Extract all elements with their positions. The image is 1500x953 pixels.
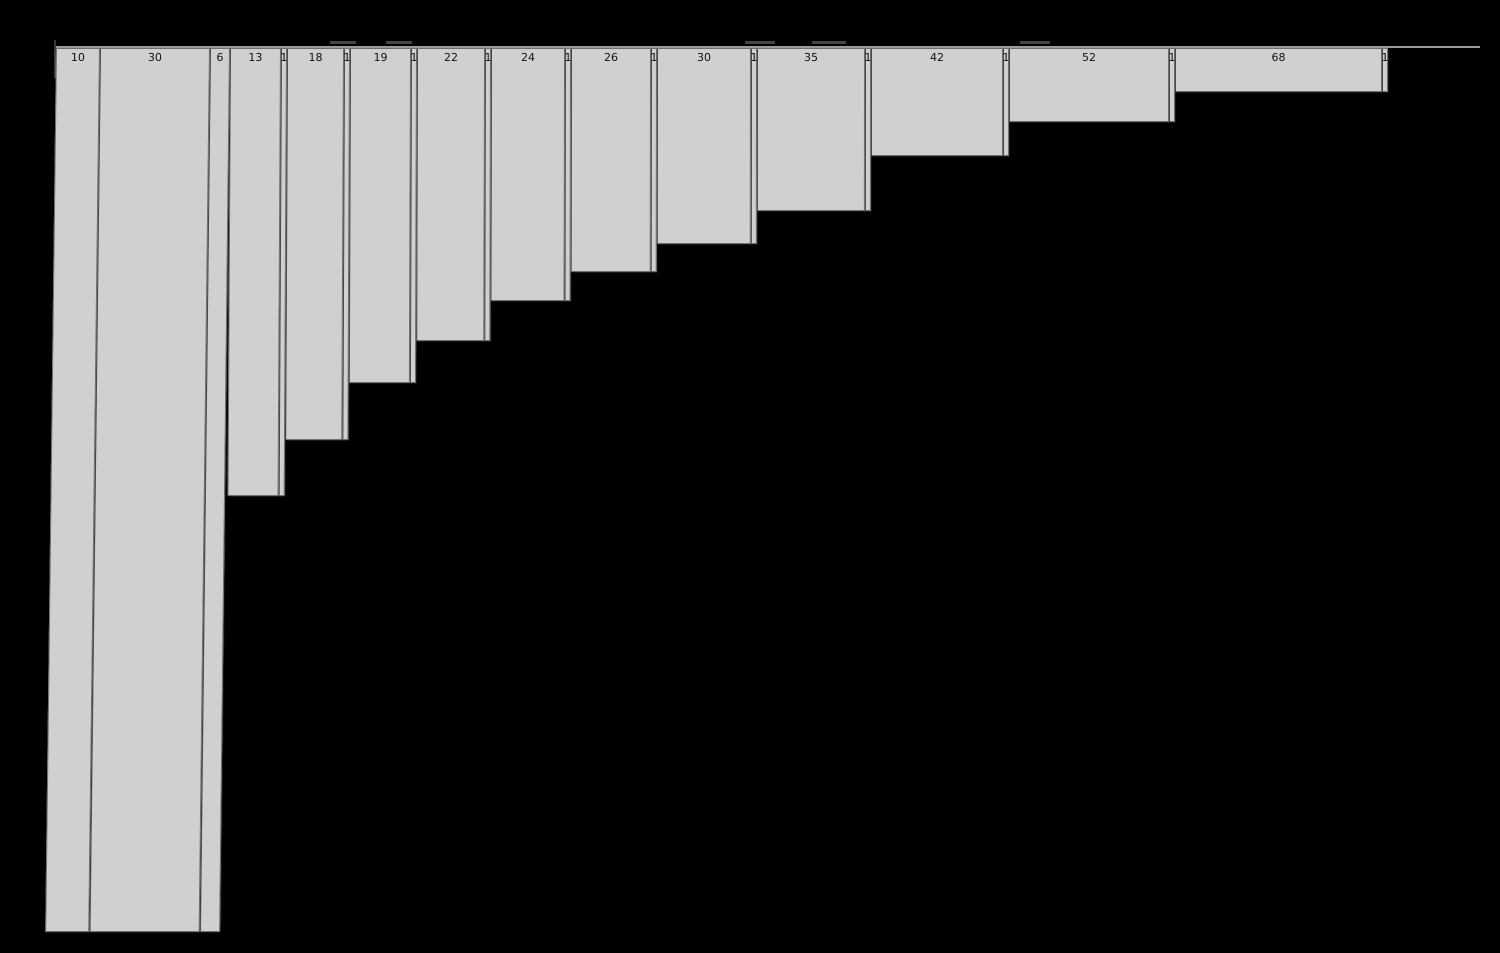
- bar: 1: [1169, 48, 1176, 122]
- bar-value-label: 30: [147, 51, 162, 64]
- bar-value-label: 24: [520, 51, 535, 64]
- axis-top-spine: [56, 46, 1480, 48]
- bar: 1: [1003, 48, 1010, 156]
- bar-value-label: 6: [216, 51, 224, 64]
- bar: 19: [348, 48, 411, 383]
- top-edge-artifact: [386, 41, 412, 44]
- bar: 24: [490, 48, 565, 301]
- bar-value-label: 13: [248, 51, 263, 64]
- bar-value-label: 35: [803, 51, 818, 64]
- bar-value-label: 52: [1082, 51, 1096, 64]
- bar-value-label: 26: [603, 51, 618, 64]
- bar: 1: [484, 48, 491, 341]
- bar: 1: [409, 48, 417, 383]
- bar: 1: [1382, 48, 1389, 92]
- bar-value-label: 68: [1271, 51, 1286, 64]
- top-edge-artifact: [330, 41, 356, 44]
- bar-value-label: 42: [930, 51, 944, 64]
- bar: 35: [756, 48, 865, 211]
- bar-value-label: 19: [373, 51, 388, 64]
- plot-area: 10 30 6 13 1 18 1 19 1 22 1 24 1 26 1 30 1 35 1 42 1 52 1 68 1: [45, 48, 1480, 932]
- bar: 30: [89, 48, 210, 932]
- top-edge-artifact: [812, 41, 846, 44]
- bar: 26: [570, 48, 651, 272]
- bar: 68: [1175, 48, 1382, 92]
- bar: 18: [285, 48, 344, 440]
- bar: 1: [750, 48, 757, 244]
- bar-value-label: 30: [696, 51, 711, 64]
- bar-value-label: 22: [443, 51, 458, 64]
- bar: 52: [1009, 48, 1169, 122]
- top-edge-artifact: [1020, 41, 1050, 44]
- bar: 1: [864, 48, 871, 211]
- bar: 22: [416, 48, 485, 341]
- bar-value-label: 18: [308, 51, 323, 64]
- bar: 1: [650, 48, 657, 272]
- top-edge-artifact: [745, 41, 775, 44]
- bar: 42: [871, 48, 1003, 156]
- bar: 30: [656, 48, 751, 244]
- bar: 13: [227, 48, 281, 496]
- bar-value-label: 10: [70, 51, 85, 64]
- bar: 1: [564, 48, 571, 301]
